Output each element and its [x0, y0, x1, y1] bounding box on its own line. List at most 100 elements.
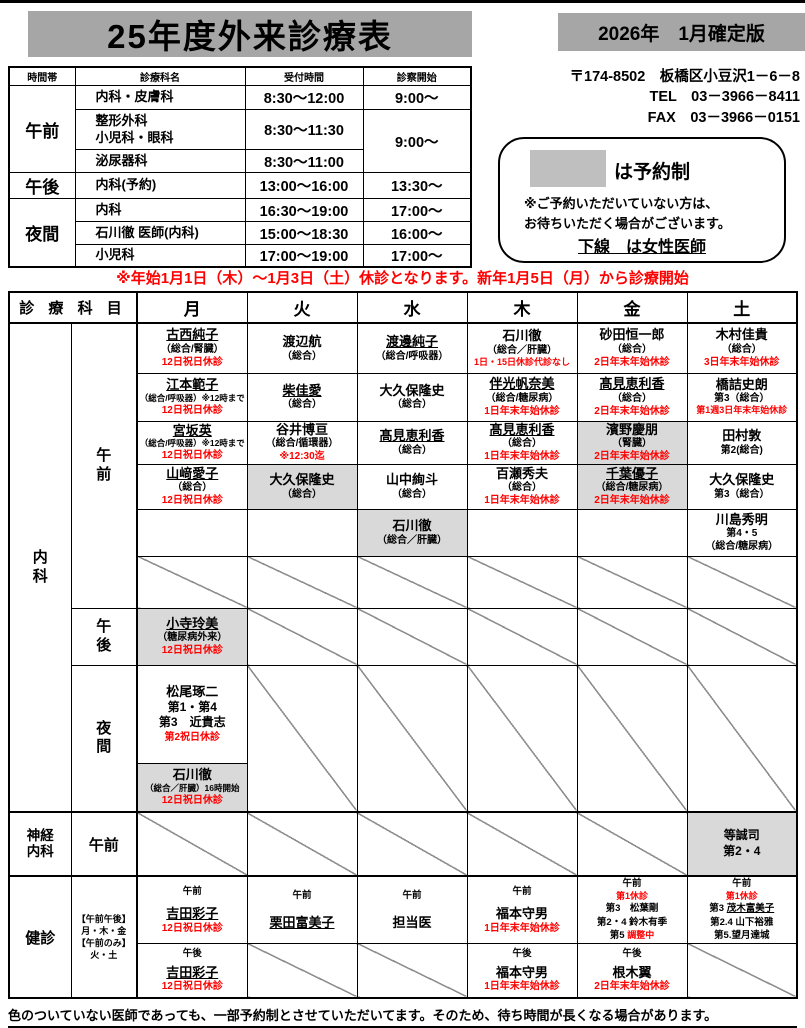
doctor-name: 福本守男 [496, 906, 549, 922]
dept-label-health-check: 健診 [8, 875, 72, 999]
schedule-cell-reserved: 石川徹 （総合／肝臓） [356, 508, 468, 557]
closure-note: ※12:30迄 [279, 451, 325, 463]
specialty: （総合/呼吸器）※12時まで [139, 392, 245, 403]
doctor-name: 松尾琢二 [166, 684, 219, 700]
closure-note: 2日年末年始休診 [594, 451, 670, 463]
no-clinic-cell [246, 942, 358, 999]
reception-time: 8:30～12:00 [244, 85, 364, 110]
doctor-name: 渡邊純子 [386, 333, 439, 349]
schedule-cell: 百瀬秀夫 （総合） 1日年末年始休診 [466, 463, 578, 510]
slot-label-am: 午前 [8, 85, 76, 173]
col-header-reception: 受付時間 [244, 66, 364, 86]
schedule-cell: 渡辺航 （総合） [246, 322, 358, 374]
footer-reservation-note: 色のついていない医師であっても、一部予約制とさせていただいてます。そのため、待ち… [8, 1005, 797, 1028]
slot-label-pm: 午後 [182, 948, 202, 960]
schedule-cell: 江本範子 （総合/呼吸器）※12時まで 12日祝日休診 [136, 372, 248, 422]
closure-note: 12日祝日休診 [161, 357, 223, 369]
week-note: 第4・5 [726, 528, 758, 540]
clinic-address-block: 〒174-8502 板橋区小豆沢1－6－8 TEL 03－3966－8411 F… [470, 67, 800, 128]
specialty: （総合／肝臓）16時開始 [145, 783, 240, 794]
schedule-cell: 髙見恵利香 （総合） 2日年末年始休診 [576, 372, 688, 422]
slot-label-am: 午前 [732, 878, 752, 890]
specialty: （総合） [502, 438, 543, 450]
schedule-cell: 川島秀明 第4・5 （総合/糖尿病） [686, 508, 798, 557]
day-header-thu: 木 [466, 291, 578, 324]
specialty: （糖尿病外来） [157, 632, 228, 644]
health-check-am-row: 健診 【午前午後】 月・木・金 【午前のみ】 火・土 午前 吉田彩子 12日祝日… [8, 875, 798, 999]
closure-note: 1日年末年始休診 [484, 981, 560, 993]
no-clinic-cell [686, 555, 798, 609]
slot-label-pm: 午後 [622, 948, 642, 960]
reception-time: 15:00～18:30 [244, 221, 364, 245]
tel-number: TEL 03－3966－8411 [649, 89, 800, 106]
schedule-cell: 午前 担当医 [356, 875, 468, 944]
slot-label-am: 午前 [622, 878, 642, 890]
closure-note: 1日年末年始休診 [484, 922, 560, 934]
schedule-cell: 宮坂英 （総合/呼吸器）※12時まで 12日祝日休診 [136, 420, 248, 465]
schedule-cell: 髙見恵利香 （総合） 1日年末年始休診 [466, 420, 578, 465]
schedule-cell: 谷井博亘 （総合/循環器） ※12:30迄 [246, 420, 358, 465]
internal-medicine-am-row1: 内科 午前 古西純子 （総合/腎臓） 12日祝日休診 渡辺航 （総合） 渡邊純子… [8, 322, 798, 813]
reception-time: 13:00～16:00 [244, 172, 364, 199]
department: 内科・皮膚科 [74, 85, 246, 110]
schedule-cell: 午前 第1休診 第3 茂木富美子 第2.4 山下裕雅 第5.望月達城 [686, 875, 798, 944]
hours-row: 夜間 内科 16:30～19:00 17:00～ [8, 198, 472, 268]
closure-note: 12日祝日休診 [161, 981, 223, 993]
internal-medicine-am-row6 [9, 555, 798, 609]
closure-note: 第1休診 [616, 890, 649, 901]
schedule-cell: 伴光帆奈美 （総合/糖尿病） 1日年末年始休診 [466, 372, 578, 422]
doctor-name: 髙見恵利香 [489, 421, 555, 437]
doctor-name: 砂田恒一郎 [599, 327, 665, 343]
closure-note: 2日年末年始休診 [594, 981, 670, 993]
department: 石川徹 医師(内科) [74, 221, 246, 245]
no-clinic-cell [576, 555, 688, 609]
slot-label-am: 午前 [70, 811, 138, 877]
health-check-hours-note: 【午前午後】 月・木・金 【午前のみ】 火・土 [70, 875, 138, 999]
hours-row: 整形外科 小児科・眼科 8:30～11:30 9:00～ [9, 109, 472, 173]
no-clinic-cell [686, 942, 798, 999]
specialty: （総合/糖尿病） [595, 482, 669, 494]
doctor-name: 第5.望月達城 [714, 929, 770, 941]
specialty: 第2(総合) [720, 444, 763, 456]
doctor-name: 谷井博亘 [276, 421, 329, 437]
specialty: （総合） [392, 488, 433, 500]
no-clinic-cell [356, 607, 468, 666]
closure-note: 12日祝日休診 [161, 450, 223, 462]
doctor-name: 古西純子 [166, 327, 219, 343]
specialty: （腎臓） [612, 438, 653, 450]
schedule-cell: 午前 福本守男 1日年末年始休診 [466, 875, 578, 944]
specialty: （総合） [172, 482, 213, 494]
doctor-name: 栗田富美子 [269, 914, 335, 930]
department: 内科 [74, 198, 246, 222]
reservation-note: ※ご予約いただいていない方は、 お待ちいただく場合がございます。 [524, 194, 731, 234]
hours-row: 午前 内科・皮膚科 8:30～12:00 9:00～ [8, 85, 472, 173]
no-clinic-cell [356, 664, 468, 813]
no-clinic-cell [466, 607, 578, 666]
doctor-name: 渡辺航 [282, 333, 322, 349]
empty-cell [246, 508, 358, 557]
doctor-name: 等誠司 [723, 828, 760, 843]
specialty: （総合） [502, 482, 543, 494]
doctor-name: 濱野慶朋 [606, 421, 659, 437]
doctor-name: 石川徹 [392, 518, 432, 534]
schedule-cell: 午後 吉田彩子 12日祝日休診 [136, 942, 248, 999]
no-clinic-cell [466, 555, 578, 609]
closure-note: 12日祝日休診 [161, 645, 223, 657]
doctor-name: 川島秀明 [715, 511, 768, 527]
slot-label-pm: 午後 [8, 172, 76, 199]
doctor-name: 伴光帆奈美 [489, 376, 555, 392]
hours-header-row: 時間帯 診療科名 受付時間 診察開始 [8, 66, 472, 86]
col-header-department: 診療科名 [74, 66, 246, 86]
doctor-name: 江本範子 [166, 377, 219, 393]
dept-label-internal-medicine: 内科 [8, 322, 72, 813]
empty-cell [466, 508, 578, 557]
schedule-cell-reserved: 大久保隆史 （総合） [246, 463, 358, 510]
no-clinic-cell [466, 664, 578, 813]
no-clinic-cell [136, 811, 248, 877]
day-header-wed: 水 [356, 291, 468, 324]
internal-medicine-pm-row: 午後 小寺玲美 （糖尿病外来） 12日祝日休診 [9, 607, 798, 666]
neurology-am-row: 神経内科 午前 等誠司 第2・4 [8, 811, 798, 877]
specialty: （総合） [392, 399, 433, 411]
specialty: （総合） [612, 344, 653, 356]
